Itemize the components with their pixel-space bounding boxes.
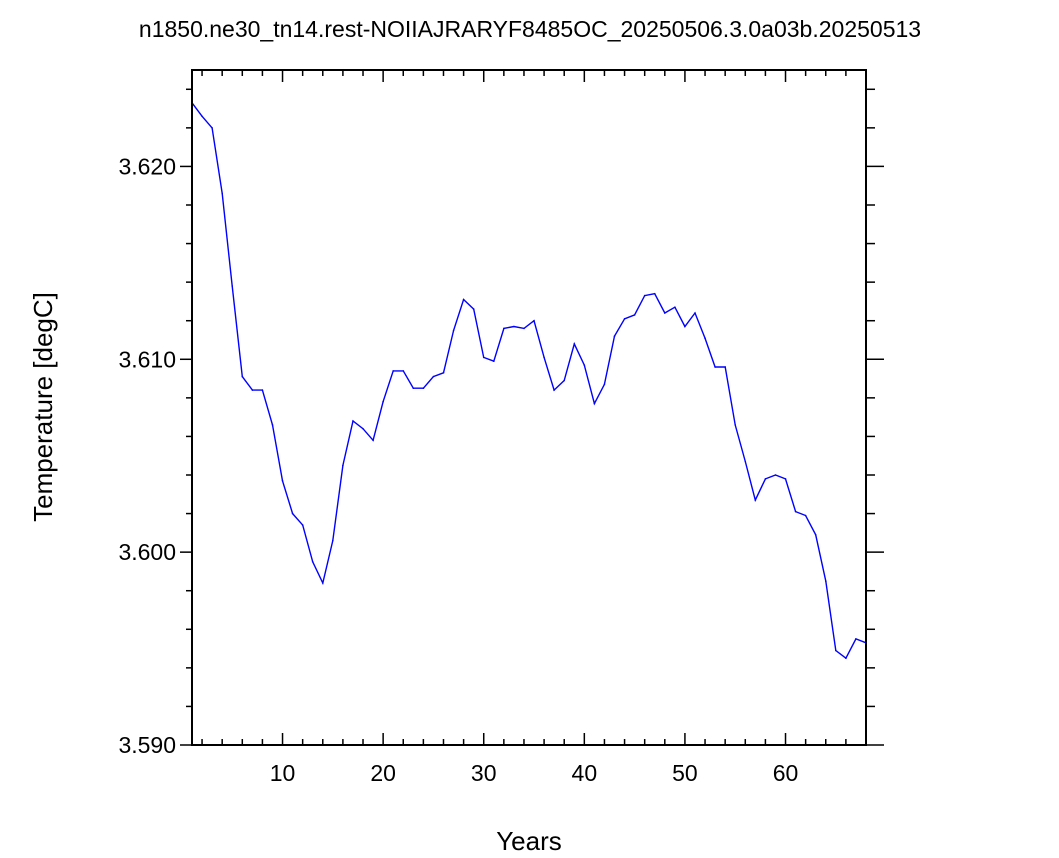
x-tick-label: 60 — [773, 760, 799, 786]
data-point — [251, 389, 254, 391]
data-point — [734, 424, 736, 426]
data-point — [372, 439, 374, 442]
data-point — [784, 478, 787, 480]
data-point — [211, 127, 213, 129]
data-point — [764, 478, 767, 480]
data-point — [362, 427, 364, 430]
data-point — [322, 582, 324, 584]
data-point — [593, 402, 596, 405]
data-point — [523, 327, 525, 330]
data-point — [653, 292, 656, 295]
data-point — [533, 319, 535, 322]
data-point — [392, 370, 395, 372]
plot-frame — [191, 69, 867, 746]
data-point — [472, 308, 475, 310]
data-point — [201, 115, 203, 118]
data-point — [583, 364, 586, 366]
data-point — [503, 327, 505, 330]
data-point — [261, 389, 264, 391]
data-point — [412, 387, 415, 390]
x-axis-label: Years — [496, 826, 562, 856]
data-point — [221, 192, 223, 195]
data-point — [462, 298, 465, 301]
data-point — [613, 335, 616, 337]
y-tick-label: 3.610 — [118, 346, 176, 372]
x-tick-labels: 10 20 30 40 50 60 — [270, 760, 799, 786]
y-tick-labels: 3.590 3.600 3.610 3.620 — [118, 153, 176, 758]
data-point — [623, 318, 626, 320]
y-tick-label: 3.620 — [118, 153, 176, 179]
x-tick-label: 50 — [672, 760, 698, 786]
data-point — [845, 657, 847, 659]
y-tick-label: 3.590 — [118, 732, 176, 758]
data-point — [513, 325, 515, 328]
data-point — [674, 306, 676, 309]
data-point — [301, 524, 304, 526]
data-point — [482, 356, 485, 359]
data-point — [553, 389, 555, 391]
data-point — [835, 649, 837, 652]
data-point — [452, 329, 455, 332]
data-point — [422, 387, 425, 390]
chart-title: n1850.ne30_tn14.rest-NOIIAJRARYF8485OC_2… — [139, 16, 921, 42]
data-point — [241, 375, 244, 378]
y-tick-label: 3.600 — [118, 539, 176, 565]
data-point — [342, 464, 344, 467]
x-tick-label: 10 — [270, 760, 296, 786]
data-point — [694, 312, 696, 314]
tick-marks — [180, 70, 884, 746]
data-point — [281, 480, 284, 482]
x-tick-label: 30 — [471, 760, 497, 786]
data-point — [804, 514, 807, 517]
data-point — [714, 366, 716, 368]
data-point — [332, 539, 334, 542]
data-point — [855, 638, 857, 640]
data-point — [724, 366, 726, 368]
data-point — [633, 314, 636, 316]
data-point — [573, 343, 576, 345]
data-point — [603, 383, 606, 386]
data-point — [432, 375, 435, 378]
data-point — [311, 561, 314, 563]
data-point — [664, 312, 666, 314]
data-point — [684, 325, 686, 328]
data-point — [794, 510, 797, 513]
data-point — [814, 534, 817, 536]
data-point — [402, 370, 405, 372]
x-tick-label: 40 — [572, 760, 598, 786]
data-point — [704, 337, 706, 339]
data-points — [191, 102, 867, 659]
data-point — [382, 400, 384, 403]
data-point — [231, 285, 233, 287]
data-point — [291, 512, 294, 515]
data-point — [825, 580, 827, 582]
data-point — [774, 474, 777, 476]
data-point — [744, 460, 747, 463]
data-point — [352, 420, 354, 422]
data-point — [643, 294, 646, 297]
x-tick-label: 20 — [370, 760, 396, 786]
data-point — [754, 499, 757, 501]
data-point — [543, 356, 545, 359]
data-point — [442, 372, 445, 374]
data-point — [563, 379, 565, 382]
y-axis-label: Temperature [degC] — [28, 292, 58, 522]
temperature-series-line — [191, 102, 867, 660]
data-point — [271, 424, 274, 426]
data-point — [493, 360, 495, 363]
